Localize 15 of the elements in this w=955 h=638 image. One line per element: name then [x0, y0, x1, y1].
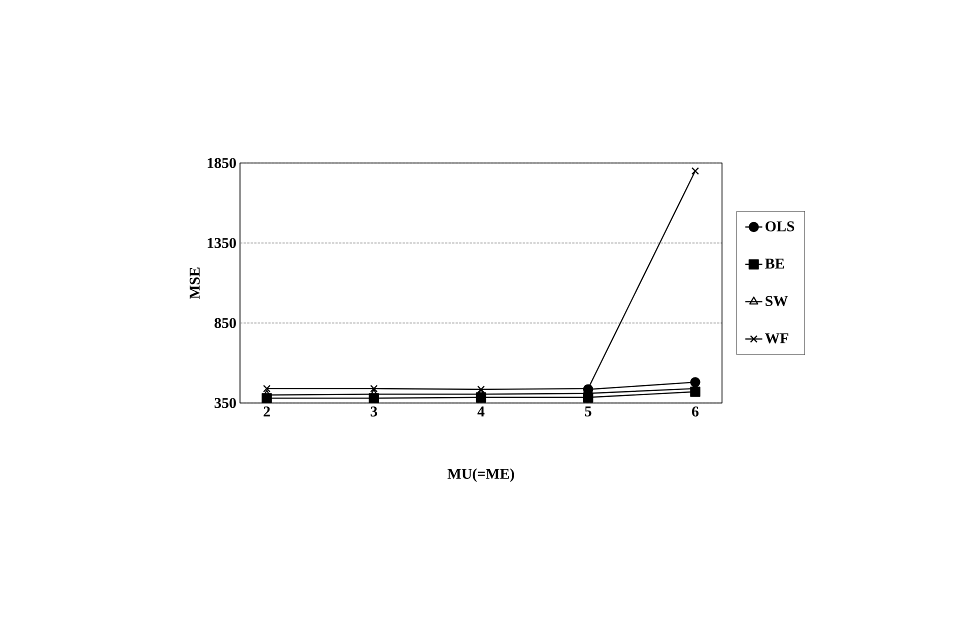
- legend-label: WF: [765, 333, 788, 344]
- x-tick-label: 6: [692, 406, 699, 417]
- y-tick-label: 850: [214, 318, 236, 328]
- x-axis-title: MU(=ME): [448, 468, 514, 482]
- y-tick-label: 1350: [208, 238, 236, 248]
- legend-label: SW: [766, 296, 788, 306]
- legend-label: OLS: [766, 221, 794, 232]
- y-tick-label: 1850: [208, 158, 236, 168]
- x-tick-label: 2: [264, 406, 270, 416]
- x-tick-label: 3: [370, 406, 378, 417]
- x-tick-label: 4: [477, 406, 484, 416]
- legend-label: BE: [765, 258, 784, 269]
- x-tick-label: 5: [584, 406, 592, 416]
- y-axis-title: MSE: [190, 268, 200, 299]
- y-tick-label: 350: [214, 398, 236, 408]
